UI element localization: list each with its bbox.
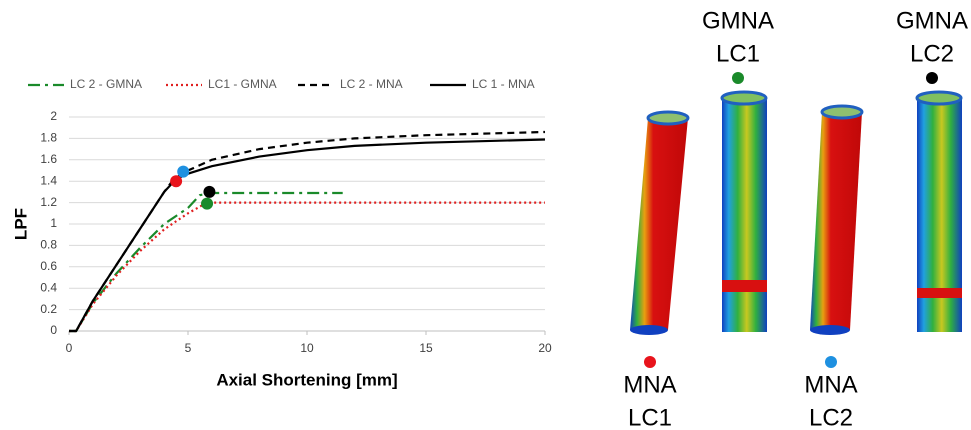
x-tick-label: 10 (300, 341, 314, 355)
tube-label: LC2 (910, 40, 954, 67)
y-tick-label: 2 (50, 109, 57, 123)
tube-dot (825, 356, 837, 368)
tube-dot (732, 72, 744, 84)
y-tick-label: 0.8 (40, 238, 57, 252)
y-tick-label: 0.6 (40, 259, 57, 273)
x-tick-label: 5 (185, 341, 192, 355)
page: {"chart_data": {"type": "line", "xlabel"… (0, 0, 971, 430)
tube-band (722, 280, 767, 292)
y-tick-label: 0.2 (40, 302, 57, 316)
y-tick-label: 0.4 (40, 280, 57, 294)
tube-label: MNA (804, 371, 857, 398)
tube-band (917, 288, 962, 298)
tube-top (648, 112, 688, 124)
legend-label: LC 2 - GMNA (70, 77, 142, 91)
tube-label: GMNA (702, 7, 774, 34)
marker (177, 166, 189, 178)
tube-bottom (810, 325, 850, 335)
tube (630, 118, 688, 330)
tube-label: LC2 (809, 404, 853, 430)
tube-label: LC1 (716, 40, 760, 67)
figure: Axial Shortening [mm] LPF 0 0.2 0.4 0.6 0.8 1… (0, 0, 971, 430)
y-tick-label: 1.8 (40, 131, 57, 145)
tube-label: MNA (623, 371, 676, 398)
tube (722, 98, 767, 332)
tube-top (722, 92, 766, 104)
tube (810, 112, 862, 330)
line-series (69, 139, 545, 331)
legend-label: LC 1 - MNA (472, 77, 535, 91)
tube-top (917, 92, 961, 104)
x-tick-label: 20 (538, 341, 552, 355)
marker (170, 175, 182, 187)
tube-label: GMNA (896, 7, 968, 34)
y-tick-label: 0 (50, 323, 57, 337)
tube-dot (644, 356, 656, 368)
marker (203, 186, 215, 198)
legend-label: LC 2 - MNA (340, 77, 403, 91)
x-tick-label: 15 (419, 341, 433, 355)
tube-label: LC1 (628, 404, 672, 430)
tube-top (822, 106, 862, 118)
y-tick-label: 1 (50, 216, 57, 230)
tubes (630, 92, 962, 335)
line-series (69, 193, 343, 331)
tube-dot (926, 72, 938, 84)
y-tick-label: 1.4 (40, 173, 57, 187)
tube-bottom (630, 325, 668, 335)
y-tick-label: 1.2 (40, 195, 57, 209)
x-tick-label: 0 (66, 341, 73, 355)
marker (201, 198, 213, 210)
y-tick-label: 1.6 (40, 152, 57, 166)
x-axis-title: Axial Shortening [mm] (216, 370, 397, 389)
legend-label: LC1 - GMNA (208, 77, 277, 91)
line-series (69, 132, 545, 331)
y-axis-title: LPF (11, 208, 30, 240)
